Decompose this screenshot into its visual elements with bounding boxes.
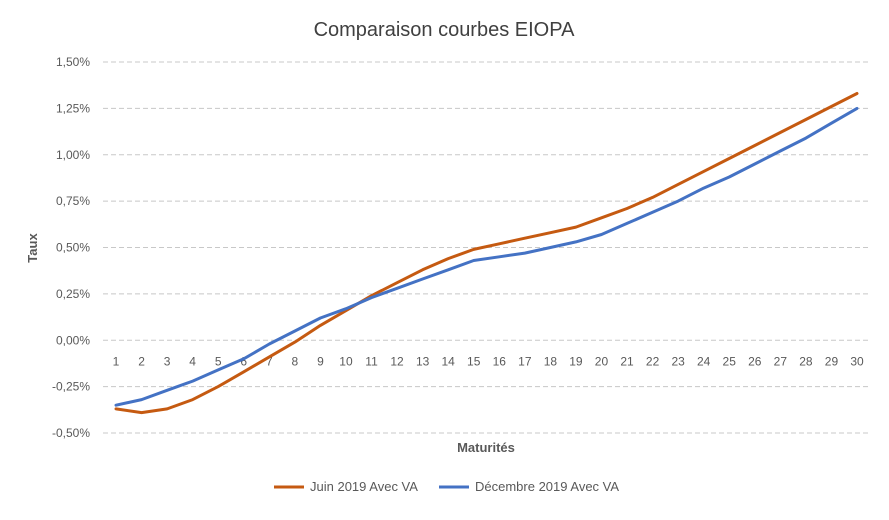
x-tick-label: 23 xyxy=(671,354,685,368)
x-tick-label: 13 xyxy=(416,354,430,368)
x-tick-label: 21 xyxy=(620,354,634,368)
x-tick-label: 20 xyxy=(595,354,609,368)
chart-title: Comparaison courbes EIOPA xyxy=(314,19,576,41)
legend-label-1: Juin 2019 Avec VA xyxy=(310,479,418,494)
y-tick-label: 0,50% xyxy=(56,241,90,255)
x-tick-label: 8 xyxy=(292,354,299,368)
x-tick-label: 30 xyxy=(850,354,864,368)
x-tick-label: 10 xyxy=(339,354,353,368)
x-tick-label: 22 xyxy=(646,354,660,368)
x-tick-label: 11 xyxy=(365,354,378,368)
x-axis-title: Maturités xyxy=(457,440,515,455)
y-tick-label: 0,00% xyxy=(56,333,90,347)
x-tick-label: 16 xyxy=(493,354,507,368)
y-axis-title: Taux xyxy=(25,233,40,263)
x-tick-label: 6 xyxy=(240,354,247,368)
y-tick-label: -0,25% xyxy=(52,380,90,394)
series-lines xyxy=(114,92,859,415)
x-tick-label: 17 xyxy=(518,354,532,368)
x-tick-label: 1 xyxy=(113,354,120,368)
y-tick-label: 1,00% xyxy=(56,148,90,162)
x-tick-label: 26 xyxy=(748,354,762,368)
y-tick-label: 0,75% xyxy=(56,194,90,208)
x-tick-label: 25 xyxy=(723,354,737,368)
x-tick-label: 29 xyxy=(825,354,839,368)
x-tick-label: 3 xyxy=(164,354,171,368)
x-tick-label: 24 xyxy=(697,354,711,368)
x-tick-label: 18 xyxy=(544,354,558,368)
x-tick-label: 12 xyxy=(390,354,404,368)
x-tick-label: 5 xyxy=(215,354,222,368)
legend-label-2: Décembre 2019 Avec VA xyxy=(475,479,619,494)
x-tick-label: 2 xyxy=(138,354,145,368)
x-tick-label: 4 xyxy=(189,354,196,368)
series-line-1 xyxy=(114,92,859,415)
x-tick-label: 15 xyxy=(467,354,481,368)
y-tick-label: 0,25% xyxy=(56,287,90,301)
y-axis-ticks: 1,50% 1,25% 1,00% 0,75% 0,50% 0,25% 0,00% -0,25… xyxy=(52,55,90,440)
legend: Juin 2019 Avec VA Décembre 2019 Avec VA xyxy=(274,479,619,494)
x-tick-label: 14 xyxy=(441,354,455,368)
y-tick-label: 1,50% xyxy=(56,55,90,69)
y-tick-label: -0,50% xyxy=(52,426,90,440)
x-tick-label: 7 xyxy=(266,354,273,368)
series-line-2 xyxy=(114,106,859,407)
x-axis-ticks: 1 2 3 4 5 6 7 8 9 10 11 12 13 14 15 16 17 18 19 20 21 22 23 24 2… xyxy=(113,354,864,368)
x-tick-label: 28 xyxy=(799,354,813,368)
x-tick-label: 19 xyxy=(569,354,583,368)
y-tick-label: 1,25% xyxy=(56,101,90,115)
x-tick-label: 9 xyxy=(317,354,324,368)
x-tick-label: 27 xyxy=(774,354,788,368)
